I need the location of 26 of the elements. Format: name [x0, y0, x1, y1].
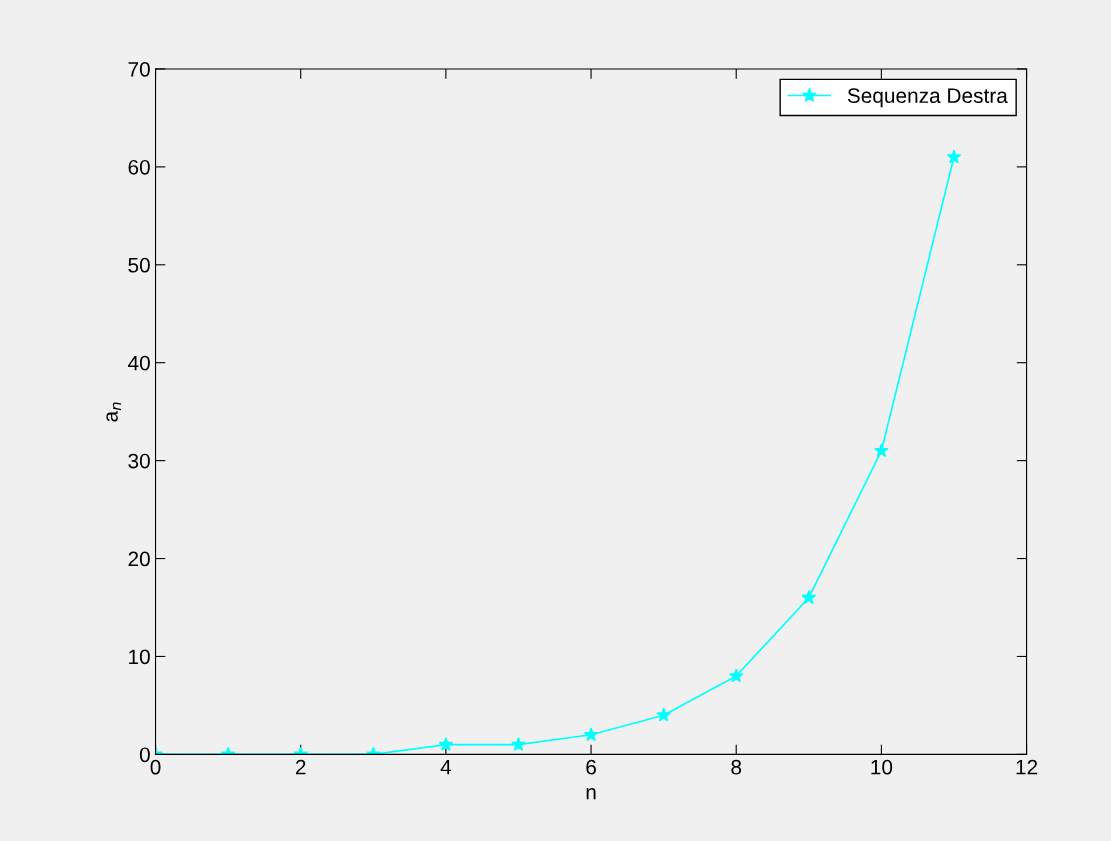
legend-label: Sequenza Destra	[847, 88, 1008, 108]
y-tick-label: 10	[129, 649, 150, 665]
x-tick-label: 8	[731, 759, 742, 775]
point	[801, 590, 817, 605]
y-tick-label: 0	[139, 747, 150, 763]
y-tick-label: 40	[127, 355, 150, 371]
y-tick-label: 60	[128, 159, 150, 175]
y-tick-label: 30	[128, 453, 150, 469]
x-tick-label: 12	[1016, 759, 1038, 775]
point	[946, 149, 962, 164]
y-tick-label: 70	[128, 61, 150, 77]
x-tick-label: 4	[440, 760, 452, 775]
y-axis-title: a$_{n}$	[106, 402, 122, 422]
x-tick-label: 0	[150, 759, 161, 775]
point	[511, 736, 526, 751]
x-tick-label: 6	[586, 759, 596, 775]
point	[438, 736, 454, 751]
x-tick-label: 10	[871, 759, 893, 775]
point	[583, 727, 599, 742]
y-tick-label: 20	[128, 551, 150, 567]
point	[728, 668, 744, 683]
x-axis-title: n	[586, 788, 596, 800]
point	[656, 707, 671, 722]
x-tick-label: 2	[295, 759, 306, 775]
y-tick-label: 50	[128, 257, 150, 273]
point	[874, 443, 889, 458]
